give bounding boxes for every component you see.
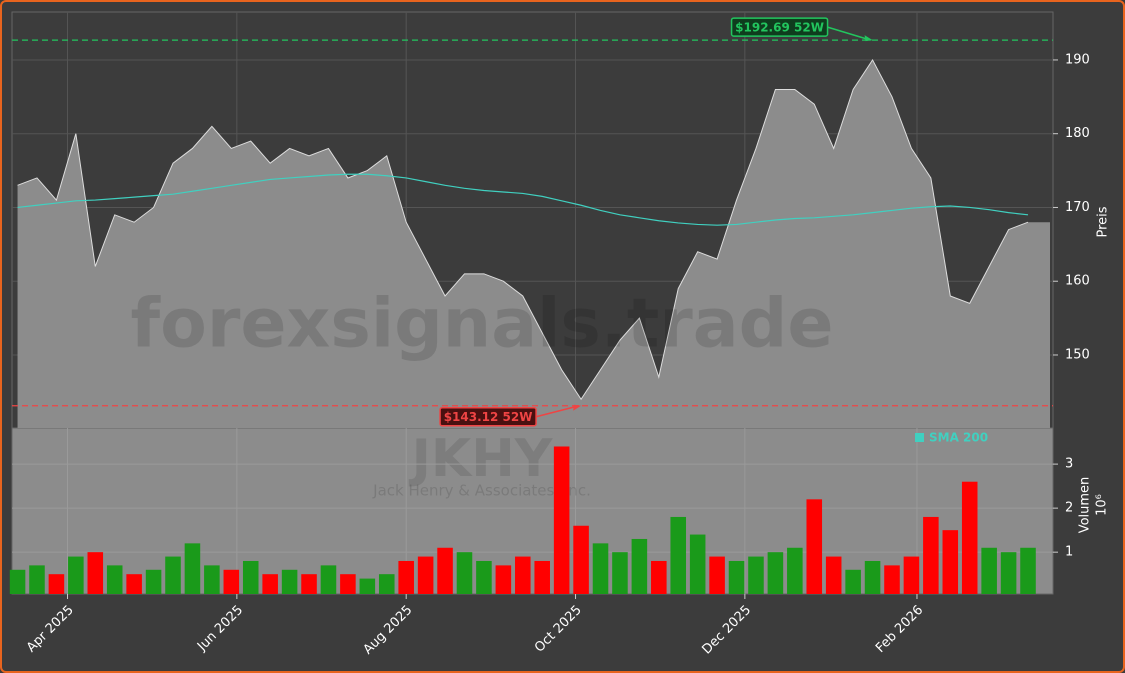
volume-bar (864, 560, 881, 594)
volume-bar (106, 565, 123, 594)
volume-bar (378, 574, 395, 594)
x-tick-label: Aug 2025 (361, 603, 416, 658)
volume-bar (476, 560, 492, 594)
volume-bar (359, 578, 376, 594)
volume-bar (9, 569, 26, 594)
volume-bar (748, 556, 764, 594)
volume-bar (320, 565, 337, 594)
arrow-head (864, 35, 873, 42)
x-tick-label: Jun 2025 (194, 603, 246, 655)
y2-axis-unit: 10⁶ (1095, 494, 1110, 516)
x-tick-label: Dec 2025 (699, 603, 754, 658)
price-line (17, 58, 1029, 401)
annotation-label: $143.12 52W (444, 410, 533, 424)
volume-bar (689, 534, 706, 594)
volume-bar (437, 547, 453, 594)
x-tick-label: Apr 2025 (24, 603, 77, 656)
annotation-box (730, 17, 829, 37)
volume-bar (165, 556, 181, 594)
company-watermark: Jack Henry & Associates, Inc. (372, 482, 591, 500)
arrow-head (573, 404, 582, 411)
volume-bar (495, 565, 512, 594)
symbol-watermark: JKHY (409, 429, 554, 489)
volume-bar (651, 560, 667, 594)
legend-swatch (915, 433, 924, 442)
volume-bar (145, 569, 162, 594)
price-area (17, 59, 1050, 428)
volume-bar (884, 565, 900, 594)
legend-label: SMA 200 (929, 431, 988, 445)
y-tick-label: 3 (1065, 457, 1073, 472)
volume-bar (728, 560, 745, 594)
volume-bar (340, 574, 356, 594)
annotation-arrow (827, 26, 871, 41)
volume-bar (68, 556, 84, 594)
volume-bar (29, 565, 45, 594)
volume-bar (942, 530, 959, 594)
volume-bar (981, 547, 997, 594)
volume-bar (1000, 552, 1017, 594)
volume-bar (87, 552, 104, 594)
y-axis-label: Preis (1096, 206, 1111, 237)
volume-bar (709, 556, 725, 594)
volume-bar (417, 556, 434, 594)
annotation-arrow (535, 404, 580, 418)
volume-bar (845, 569, 861, 594)
volume-bar (903, 556, 920, 594)
y-tick-label: 2 (1065, 501, 1073, 516)
volume-bar (126, 574, 142, 594)
volume-bar (631, 538, 648, 594)
volume-bar (204, 565, 220, 594)
volume-bar (806, 499, 823, 594)
volume-bar (961, 481, 978, 594)
sma-line (17, 173, 1029, 226)
volume-bar (612, 552, 628, 594)
volume-bar (262, 574, 278, 594)
volume-bar (242, 560, 259, 594)
y-tick-label: 150 (1065, 347, 1090, 362)
volume-bar (223, 569, 240, 594)
volume-bar (515, 556, 531, 594)
y-tick-label: 160 (1065, 274, 1090, 289)
volume-bar (1020, 547, 1036, 594)
volume-bar (592, 543, 609, 594)
volume-bar (573, 525, 589, 594)
x-tick-label: Oct 2025 (532, 603, 585, 656)
volume-bar (670, 516, 687, 594)
y-tick-label: 1 (1065, 545, 1073, 560)
y-tick-label: 170 (1065, 200, 1090, 215)
volume-bar (825, 556, 842, 594)
volume-bar (301, 574, 317, 594)
volume-bar (534, 560, 550, 594)
volume-bar (48, 574, 65, 594)
volume-bar (184, 543, 201, 594)
annotation-label: $192.69 52W (735, 21, 824, 35)
annotation-box (439, 406, 537, 427)
volume-bar (456, 552, 473, 594)
watermark: forexsignals.trade (131, 285, 834, 364)
x-tick-label: Feb 2026 (873, 603, 926, 656)
volume-bar (787, 547, 803, 594)
volume-bar (398, 560, 414, 594)
y-tick-label: 180 (1065, 126, 1090, 141)
volume-bar (281, 569, 298, 594)
volume-bar (767, 552, 784, 594)
volume-bar (923, 516, 939, 594)
volume-bar (553, 446, 570, 594)
y-tick-label: 190 (1065, 52, 1090, 67)
y2-axis-label: Volumen (1078, 477, 1093, 534)
